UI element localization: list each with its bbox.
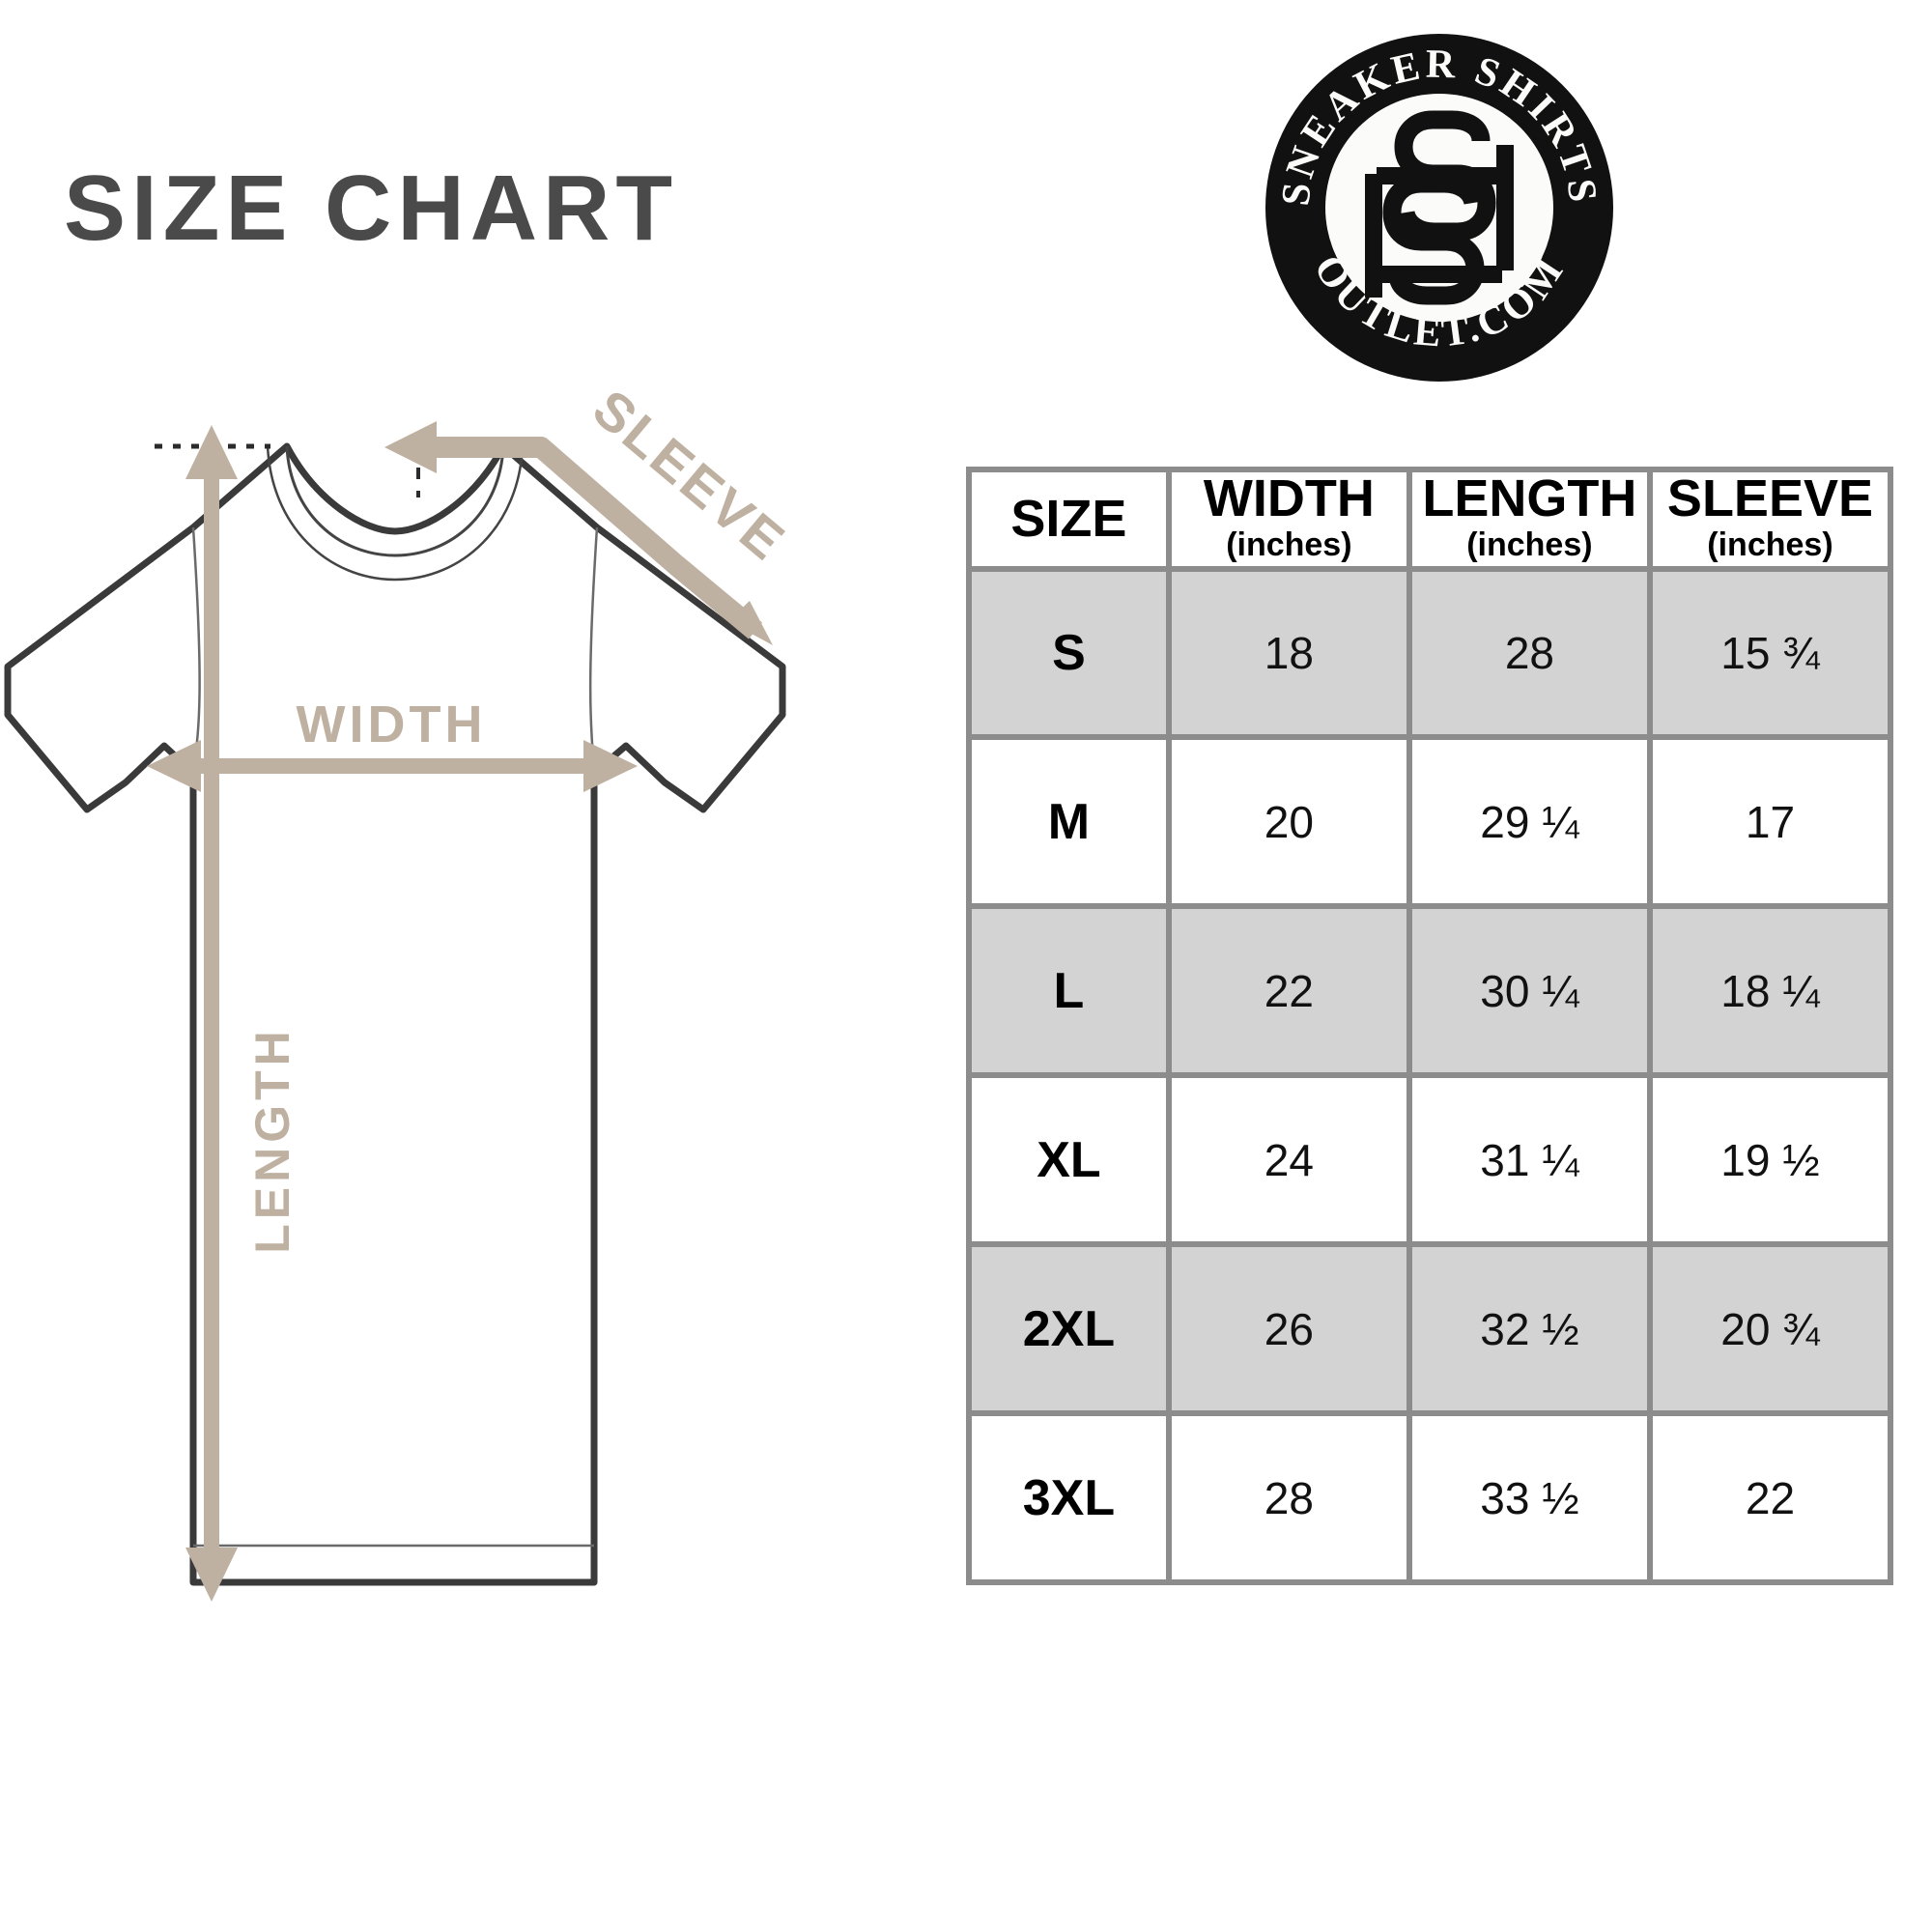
- sleeve-hem-left: [85, 780, 128, 812]
- cell-sleeve: 18 ¼: [1652, 909, 1888, 1073]
- width-arrow-head-right: [583, 740, 638, 792]
- cell-width: 28: [1171, 1416, 1406, 1579]
- cell-width: 22: [1171, 909, 1406, 1073]
- collar-inner-line-2: [266, 443, 525, 582]
- width-label: WIDTH: [297, 696, 487, 753]
- width-arrow-shaft: [189, 758, 589, 774]
- size-table-container: SIZE WIDTH (inches) LENGTH (inches) SLEE…: [966, 467, 1893, 1585]
- cell-size: M: [972, 740, 1166, 904]
- cell-sleeve: 19 ½: [1652, 1078, 1888, 1242]
- cell-size: L: [972, 909, 1166, 1073]
- tshirt-outline: [4, 442, 786, 1586]
- length-label: LENGTH: [245, 1026, 299, 1254]
- header-cell-size: SIZE: [972, 472, 1166, 566]
- sleeve-arrow-head-right: [728, 601, 773, 645]
- cell-width: 18: [1171, 571, 1406, 735]
- cell-length: 30 ¼: [1411, 909, 1647, 1073]
- width-arrow-head-left: [147, 740, 201, 792]
- brand-logo-svg: SNEAKER SHIRTS OUTLET.COM: [1265, 34, 1613, 382]
- cell-length: 29 ¼: [1411, 740, 1647, 904]
- header-sleeve-sub: (inches): [1707, 526, 1833, 563]
- table-row: S 18 28 15 ¾: [972, 571, 1888, 735]
- cell-width: 20: [1171, 740, 1406, 904]
- size-table-body: S 18 28 15 ¾ M 20 29 ¼ 17 L 22 30 ¼ 18 ¼: [972, 571, 1888, 1579]
- length-arrow-head-bottom: [185, 1548, 238, 1602]
- cell-length: 28: [1411, 571, 1647, 735]
- header-length-sub: (inches): [1466, 526, 1593, 563]
- table-row: L 22 30 ¼ 18 ¼: [972, 909, 1888, 1073]
- size-table: SIZE WIDTH (inches) LENGTH (inches) SLEE…: [966, 467, 1893, 1585]
- cell-width: 26: [1171, 1247, 1406, 1411]
- cell-length: 32 ½: [1411, 1247, 1647, 1411]
- collar-inner-line-1: [285, 445, 505, 557]
- header-length-main: LENGTH: [1422, 469, 1637, 527]
- header-cell-length: LENGTH (inches): [1411, 469, 1647, 566]
- cell-sleeve: 20 ¾: [1652, 1247, 1888, 1411]
- table-row: XL 24 31 ¼ 19 ½: [972, 1078, 1888, 1242]
- header-width-main: WIDTH: [1203, 469, 1375, 527]
- cell-sleeve: 15 ¾: [1652, 571, 1888, 735]
- logo-monogram-ss: [1365, 110, 1514, 305]
- cell-sleeve: 17: [1652, 740, 1888, 904]
- cell-length: 31 ¼: [1411, 1078, 1647, 1242]
- length-arrow-head-top: [185, 425, 238, 479]
- cell-width: 24: [1171, 1078, 1406, 1242]
- cell-size: 3XL: [972, 1416, 1166, 1579]
- header-cell-width: WIDTH (inches): [1171, 469, 1406, 566]
- width-measure-arrow: [147, 740, 638, 792]
- sleeve-hem-right: [663, 780, 705, 812]
- page-title: SIZE CHART: [64, 156, 678, 260]
- sleeve-measure-arrow: [384, 421, 773, 645]
- header-width-sub: (inches): [1226, 526, 1352, 563]
- brand-logo: SNEAKER SHIRTS OUTLET.COM: [1261, 29, 1618, 386]
- tshirt-diagram: SLEEVE WIDTH LENGTH: [0, 378, 802, 1642]
- tshirt-body-path: [4, 442, 786, 1586]
- table-row: 3XL 28 33 ½ 22: [972, 1416, 1888, 1579]
- table-row: M 20 29 ¼ 17: [972, 740, 1888, 904]
- table-header-row: SIZE WIDTH (inches) LENGTH (inches) SLEE…: [972, 472, 1888, 566]
- size-table-head: SIZE WIDTH (inches) LENGTH (inches) SLEE…: [972, 472, 1888, 566]
- header-sleeve-main: SLEEVE: [1666, 469, 1873, 527]
- sleeve-arrow-head-left: [384, 421, 437, 473]
- cell-length: 33 ½: [1411, 1416, 1647, 1579]
- sleeve-arrow-shaft: [425, 437, 763, 639]
- header-cell-sleeve: SLEEVE (inches): [1652, 469, 1888, 566]
- cell-size: 2XL: [972, 1247, 1166, 1411]
- table-row: 2XL 26 32 ½ 20 ¾: [972, 1247, 1888, 1411]
- cell-sleeve: 22: [1652, 1416, 1888, 1579]
- header-size-main: SIZE: [1010, 490, 1127, 549]
- length-arrow-shaft: [204, 459, 219, 1555]
- cell-size: S: [972, 571, 1166, 735]
- cell-size: XL: [972, 1078, 1166, 1242]
- length-measure-arrow: [155, 425, 270, 1602]
- tshirt-diagram-svg: SLEEVE WIDTH LENGTH: [4, 378, 798, 1602]
